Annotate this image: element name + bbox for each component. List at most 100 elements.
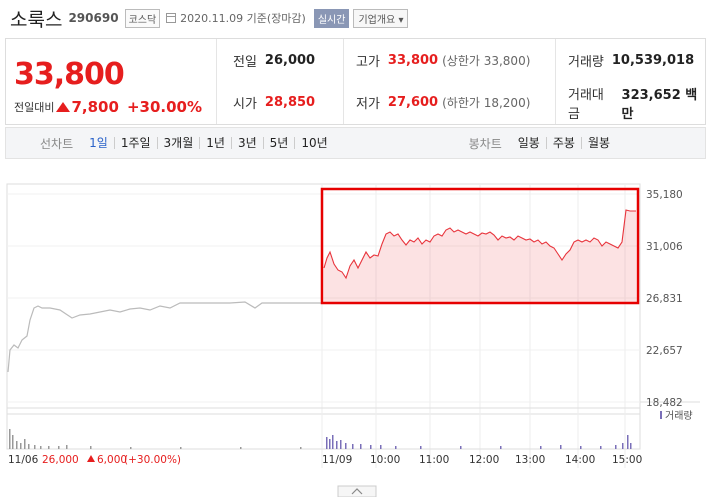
x-tick-label: 13:00 xyxy=(515,454,545,466)
volume-bar-31 xyxy=(560,445,562,449)
volume-bar-29 xyxy=(500,446,502,449)
up-arrow-icon xyxy=(56,102,71,112)
volume-bar-4 xyxy=(24,439,26,449)
chevron-up-icon xyxy=(351,488,363,495)
line-chart-title: 선차트 xyxy=(40,136,74,151)
current-price: 33,800 xyxy=(14,57,125,92)
x-tick-label: 11/06 xyxy=(8,454,39,466)
chart-period-tabs: 선차트 1일 1주일 3개월 1년 3년 5년 10년 봉차트 일봉 주봉 월봉 xyxy=(5,127,706,159)
stock-header: 소룩스 290690 코스닥 2020.11.09 기준(장마감) 실시간 기업… xyxy=(0,0,709,36)
collapse-handle xyxy=(337,485,377,497)
volume-bar-30 xyxy=(540,446,542,449)
y-tick-label: 22,657 xyxy=(646,345,683,357)
tab-line-1[interactable]: 1주일 xyxy=(115,137,158,149)
intraday-chart: 35,180 31,006 26,831 22,657 18,482 거래량 11/06 11… xyxy=(0,160,709,497)
volume-bar-35 xyxy=(622,443,624,449)
today-price-line xyxy=(323,209,636,280)
footer-up-icon xyxy=(87,455,95,462)
volume-bar-3 xyxy=(20,443,22,449)
footer-price-value: 26,000 xyxy=(42,454,79,466)
x-tick-label: 11:00 xyxy=(419,454,449,466)
volume-bar-21 xyxy=(345,443,347,449)
volume-bar-23 xyxy=(360,444,362,449)
volume: 거래량 10,539,018 xyxy=(555,39,705,82)
volume-bar-14 xyxy=(240,447,242,449)
volume-bar-24 xyxy=(370,445,372,449)
volume-bar-11 xyxy=(90,446,92,449)
tab-candle-1[interactable]: 주봉 xyxy=(547,137,582,149)
high-price: 고가 33,800 (상한가 33,800) xyxy=(343,39,555,82)
x-tick-label: 12:00 xyxy=(469,454,499,466)
tab-line-3[interactable]: 1년 xyxy=(200,137,232,149)
volume-legend-label: 거래량 xyxy=(665,410,693,422)
chart-frame xyxy=(6,183,641,415)
tab-line-5[interactable]: 5년 xyxy=(264,137,296,149)
volume-bar-10 xyxy=(66,445,68,449)
y-tick-label: 18,482 xyxy=(646,397,683,409)
chevron-down-icon: ▾ xyxy=(398,14,404,26)
volume-bar-33 xyxy=(600,446,602,449)
x-tick-label: 11/09 xyxy=(322,454,352,466)
volume-bar-32 xyxy=(580,446,582,449)
volume-bar-34 xyxy=(615,445,617,449)
price-summary: 33,800 전일대비 7,800 +30.00% 전일 26,000 고가 33,… xyxy=(5,38,706,125)
volume-bar-9 xyxy=(58,446,60,449)
volume-bar-22 xyxy=(352,444,354,449)
x-tick-label: 10:00 xyxy=(370,454,400,466)
volume-bar-2 xyxy=(16,441,18,449)
today-area-fill xyxy=(324,210,636,303)
x-tick-label: 14:00 xyxy=(565,454,595,466)
volume-bar-17 xyxy=(329,439,331,449)
volume-bar-5 xyxy=(28,444,30,449)
price-change: 전일대비 7,800 +30.00% xyxy=(14,98,202,116)
volume-bar-27 xyxy=(420,446,422,449)
highlight-box xyxy=(320,187,640,305)
volume-bar-26 xyxy=(395,446,397,449)
volume-bar-7 xyxy=(40,446,42,449)
open-price: 시가 28,850 xyxy=(233,95,316,113)
low-price: 저가 27,600 (하한가 18,200) xyxy=(343,81,555,124)
volume-bar-19 xyxy=(336,441,338,449)
calendar-icon xyxy=(166,13,177,23)
volume-bar-13 xyxy=(180,447,182,449)
volume-bar-37 xyxy=(630,443,632,449)
base-date: 2020.11.09 기준(장마감) xyxy=(180,12,306,25)
candle-chart-title: 봉차트 xyxy=(468,136,502,151)
volume-legend-swatch xyxy=(660,411,662,419)
prev-close: 전일 26,000 xyxy=(233,52,316,70)
y-tick-label: 35,180 xyxy=(646,189,683,201)
x-tick-label: 15:00 xyxy=(612,454,642,466)
volume-bar-6 xyxy=(34,445,36,449)
footer-percent: (+30.00%) xyxy=(124,454,181,466)
change-percent: +30.00% xyxy=(126,98,202,116)
stock-code: 290690 xyxy=(68,11,119,25)
volume-bar-28 xyxy=(460,446,462,449)
tab-line-2[interactable]: 3개월 xyxy=(158,137,201,149)
y-tick-label: 26,831 xyxy=(646,293,683,305)
change-value: 7,800 xyxy=(71,98,119,116)
tab-line-6[interactable]: 10년 xyxy=(301,136,328,150)
tab-candle-2[interactable]: 월봉 xyxy=(587,136,611,150)
tab-line-0[interactable]: 1일 xyxy=(83,137,115,149)
realtime-button[interactable]: 실시간 xyxy=(313,8,350,28)
tab-line-4[interactable]: 3년 xyxy=(232,137,264,149)
footer-change: 6,000 xyxy=(97,454,127,466)
tab-candle-0[interactable]: 일봉 xyxy=(512,137,547,149)
market-badge: 코스닥 xyxy=(124,8,161,28)
stock-name: 소룩스 xyxy=(10,8,63,31)
y-tick-label: 31,006 xyxy=(646,241,683,253)
volume-bar-15 xyxy=(300,447,302,449)
volume-bar-8 xyxy=(48,446,50,449)
volume-bar-12 xyxy=(130,447,132,449)
volume-bar-20 xyxy=(340,440,342,449)
volume-frame xyxy=(6,407,641,450)
volume-bar-18 xyxy=(332,435,334,449)
volume-bar-0 xyxy=(9,429,11,449)
volume-bar-16 xyxy=(326,437,328,449)
trade-amount: 거래대금 323,652 백만 xyxy=(555,81,705,124)
volume-bar-36 xyxy=(627,435,629,449)
volume-bar-25 xyxy=(380,445,382,449)
prev-day-line xyxy=(7,301,322,373)
company-info-button[interactable]: 기업개요 ▾ xyxy=(353,8,409,28)
